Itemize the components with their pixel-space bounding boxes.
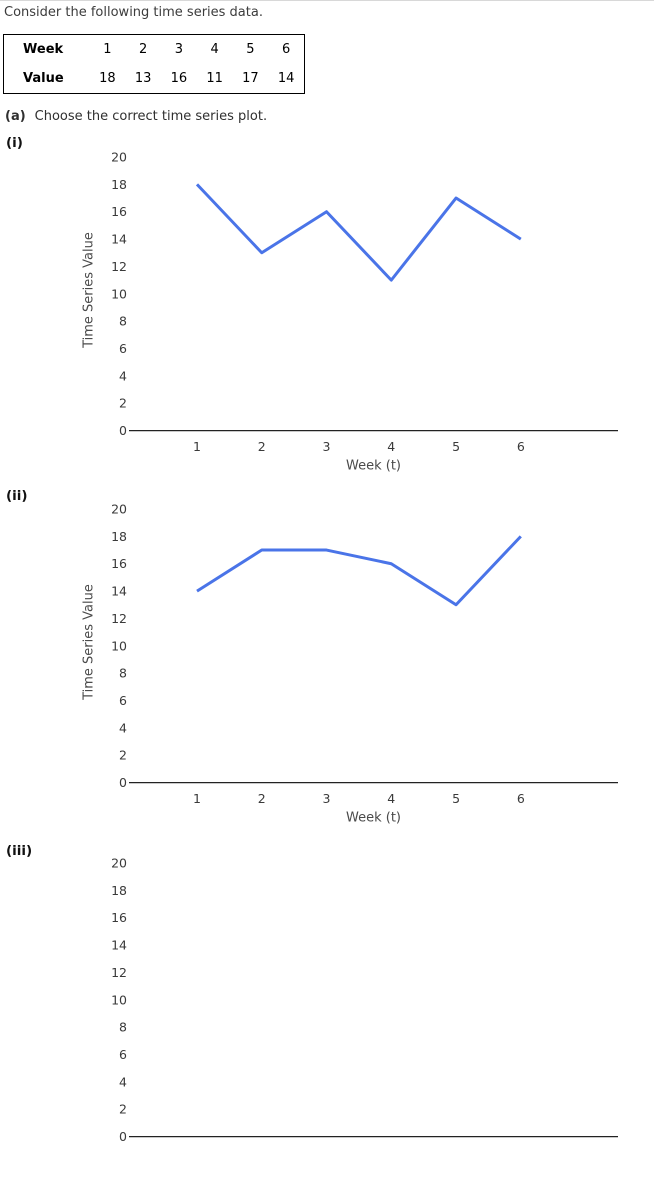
row-header-week: Week	[23, 42, 64, 57]
y-tick-label: 0	[119, 423, 127, 438]
chart-ii-label: (ii)	[6, 488, 28, 504]
x-tick-label: 4	[387, 439, 395, 454]
y-tick-label: 16	[111, 910, 127, 925]
week-cell: 4	[210, 42, 219, 57]
chart-iii-label: (iii)	[6, 843, 33, 859]
value-cell: 11	[206, 71, 223, 86]
value-cell: 17	[242, 71, 259, 86]
intro-text: Consider the following time series data.	[4, 5, 263, 20]
y-tick-label: 18	[111, 529, 127, 544]
y-tick-label: 6	[119, 1047, 127, 1062]
y-tick-label: 10	[111, 638, 127, 653]
data-table: Week 1 2 3 4 5 6 Value 18 13 16 11 17 14	[3, 34, 305, 94]
y-tick-label: 12	[111, 965, 127, 980]
table-row-week: Week 1 2 3 4 5 6	[4, 35, 304, 64]
week-cell: 3	[174, 42, 184, 57]
part-a-label: (a)	[5, 109, 26, 124]
y-tick-label: 20	[111, 502, 127, 517]
x-tick-label: 4	[387, 791, 395, 806]
y-tick-label: 6	[119, 693, 127, 708]
x-tick-label: 2	[258, 439, 266, 454]
part-a-text: Choose the correct time series plot.	[34, 109, 268, 124]
y-tick-label: 8	[119, 314, 127, 329]
y-tick-label: 12	[111, 259, 127, 274]
x-tick-label: 2	[258, 791, 266, 806]
y-tick-label: 0	[119, 775, 127, 790]
y-tick-label: 6	[119, 341, 127, 356]
week-cell: 5	[246, 42, 255, 57]
y-tick-label: 16	[111, 204, 127, 219]
y-tick-label: 2	[119, 748, 127, 763]
x-tick-label: 1	[193, 791, 201, 806]
x-tick-label: 6	[517, 791, 525, 806]
y-tick-label: 20	[111, 150, 127, 165]
x-tick-label: 3	[323, 439, 331, 454]
worksheet-page: { "page": { "intro": "Consider the follo…	[0, 0, 654, 1144]
y-tick-label: 2	[119, 396, 127, 411]
y-tick-label: 20	[111, 856, 127, 871]
y-axis-title: Time Series Value	[82, 232, 97, 349]
y-tick-label: 18	[111, 883, 127, 898]
y-tick-label: 4	[119, 720, 127, 735]
time-series-line	[195, 183, 522, 282]
value-cell: 18	[99, 71, 116, 86]
y-tick-label: 0	[119, 1129, 127, 1144]
x-tick-label: 3	[323, 791, 331, 806]
y-tick-label: 2	[119, 1102, 127, 1117]
y-tick-label: 16	[111, 556, 127, 571]
y-tick-label: 8	[119, 666, 127, 681]
y-tick-label: 4	[119, 368, 127, 383]
week-cell: 6	[281, 42, 291, 57]
x-tick-label: 5	[452, 439, 460, 454]
y-tick-label: 12	[111, 611, 127, 626]
x-tick-label: 6	[517, 439, 525, 454]
y-tick-label: 14	[111, 938, 127, 953]
chart-i-label: (i)	[6, 135, 23, 151]
y-tick-label: 18	[111, 177, 127, 192]
x-axis-title: Week (t)	[346, 810, 401, 825]
y-tick-label: 4	[119, 1074, 127, 1089]
x-axis-title: Week (t)	[346, 458, 401, 473]
week-cell: 2	[139, 42, 148, 57]
value-cell: 14	[277, 71, 295, 86]
week-cell: 1	[103, 42, 112, 57]
y-tick-label: 8	[119, 1020, 127, 1035]
table-row-value: Value 18 13 16 11 17 14	[4, 64, 304, 93]
y-tick-label: 10	[111, 992, 127, 1007]
x-tick-label: 1	[193, 439, 201, 454]
x-tick-label: 5	[452, 791, 460, 806]
value-cell: 13	[134, 71, 152, 86]
y-tick-label: 14	[111, 232, 127, 247]
time-series-line	[196, 535, 522, 607]
y-tick-label: 14	[111, 584, 127, 599]
y-tick-label: 10	[111, 286, 127, 301]
part-a-question: (a) Choose the correct time series plot.	[5, 109, 267, 124]
row-header-value: Value	[23, 71, 64, 86]
value-cell: 16	[170, 71, 188, 86]
y-axis-title: Time Series Value	[82, 584, 97, 701]
